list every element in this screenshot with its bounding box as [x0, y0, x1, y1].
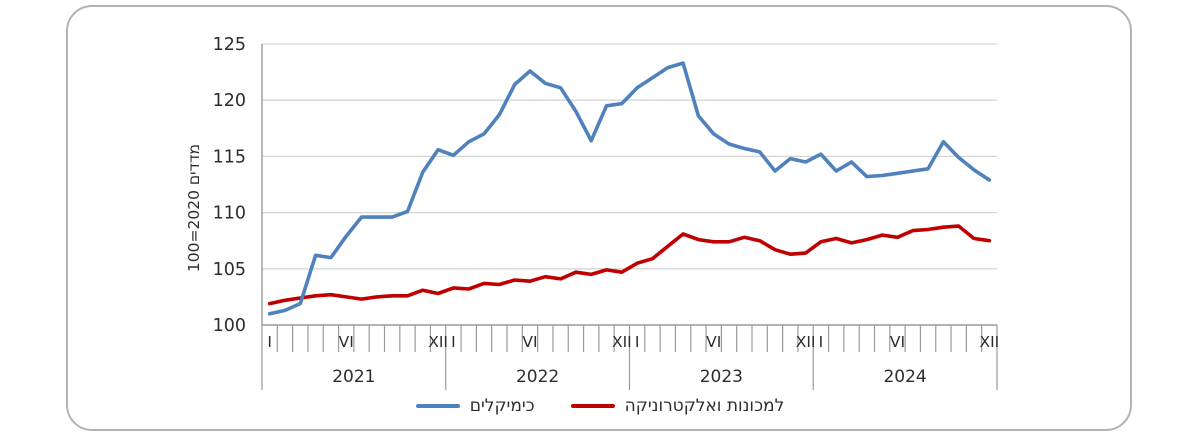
x-tick-label: I — [267, 333, 272, 351]
year-label: 2022 — [516, 367, 559, 387]
x-tick-label: I — [451, 333, 456, 351]
year-label: 2024 — [883, 367, 926, 387]
x-tick-label: XII — [612, 333, 632, 351]
x-tick-label: VI — [890, 333, 905, 351]
legend-label-machinery-electronics: למכונות ואלקטרוניקה — [624, 396, 785, 416]
year-label: 2023 — [700, 367, 743, 387]
legend-item-machinery-electronics: למכונות ואלקטרוניקה — [570, 396, 785, 416]
y-tick-label: 115 — [213, 147, 246, 167]
x-tick-label: XII — [979, 333, 999, 351]
y-tick-label: 105 — [213, 260, 246, 280]
x-tick-label: VI — [706, 333, 721, 351]
x-tick-label: XII — [796, 333, 816, 351]
y-tick-label: 120 — [213, 91, 246, 111]
y-tick-label: 100 — [213, 316, 246, 336]
legend-label-chemicals: כימיקלים — [469, 396, 535, 416]
series-line — [267, 61, 992, 316]
y-axis-title: מדדים 2020=100 — [185, 143, 203, 273]
y-tick-label: 110 — [213, 204, 246, 224]
series-line — [267, 224, 992, 306]
x-tick-label: XII — [428, 333, 448, 351]
year-label: 2021 — [332, 367, 375, 387]
x-tick-label: I — [819, 333, 824, 351]
y-tick-label: 125 — [213, 35, 246, 55]
x-tick-label: I — [635, 333, 640, 351]
x-tick-label: VI — [339, 333, 354, 351]
legend-item-chemicals: כימיקלים — [415, 396, 535, 416]
legend-line-sample-chemicals — [415, 404, 460, 408]
legend-line-sample-machinery-electronics — [570, 404, 615, 408]
x-tick-label: VI — [522, 333, 537, 351]
figure-border — [66, 5, 1132, 431]
chart-legend: כימיקלים למכונות ואלקטרוניקה — [0, 396, 1200, 416]
